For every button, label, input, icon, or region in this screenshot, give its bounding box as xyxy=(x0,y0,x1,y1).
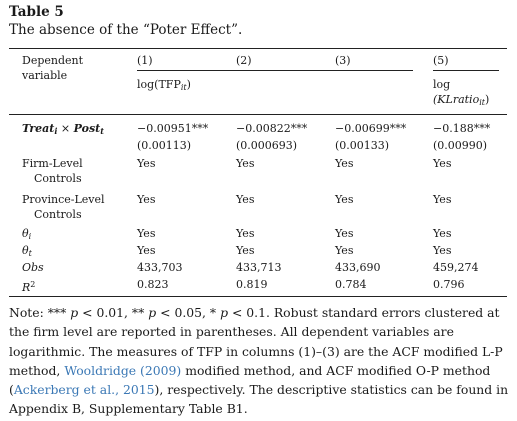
prov-c5: Yes xyxy=(433,193,452,206)
times-symbol: × xyxy=(57,122,74,135)
firm-c2: Yes xyxy=(236,157,255,170)
col5-label-line2: (KLratio xyxy=(433,93,480,106)
r2-sup: 2 xyxy=(30,280,36,289)
note-t6: ), respectively. The descriptive statist… xyxy=(9,382,509,417)
se-c1: (0.00113) xyxy=(137,139,192,152)
province-controls-line2: Controls xyxy=(34,208,82,221)
obs-c5: 459,274 xyxy=(433,261,479,274)
table-subtitle: The absence of the “Poter Effect”. xyxy=(9,22,243,38)
dependent-variable-header: Dependent variable xyxy=(22,53,83,83)
treat-c3: −0.00699*** xyxy=(335,122,407,135)
wooldridge-link[interactable]: Wooldridge (2009) xyxy=(64,362,182,378)
col2-header: (2) xyxy=(236,54,252,67)
prov-c1: Yes xyxy=(137,193,156,206)
theta-t-symbol: θ xyxy=(22,244,29,257)
col5-variable-label: log (KLratioit) xyxy=(433,77,489,110)
theta-i-c3: Yes xyxy=(335,227,354,240)
firm-controls-label: Firm-Level Controls xyxy=(22,156,83,186)
note-p2: p xyxy=(148,305,157,320)
obs-c2: 433,713 xyxy=(236,261,282,274)
col5-header-rule xyxy=(433,70,499,71)
theta-t-c3: Yes xyxy=(335,244,354,257)
group-header-rule xyxy=(137,70,413,71)
post-label: Post xyxy=(73,122,101,135)
treat-post-label: Treati × Postt xyxy=(22,121,104,139)
r2-c2: 0.819 xyxy=(236,278,268,291)
dep-var-line2: variable xyxy=(22,69,68,82)
theta-t-c2: Yes xyxy=(236,244,255,257)
province-controls-label: Province-Level Controls xyxy=(22,192,105,222)
province-controls-line1: Province-Level xyxy=(22,193,105,206)
note-t1: Note: *** xyxy=(9,305,71,320)
se-c3: (0.00133) xyxy=(335,139,390,152)
theta-t-c1: Yes xyxy=(137,244,156,257)
firm-c5: Yes xyxy=(433,157,452,170)
firm-c3: Yes xyxy=(335,157,354,170)
r2-c3: 0.784 xyxy=(335,278,367,291)
prov-c2: Yes xyxy=(236,193,255,206)
treat-label-sub: i xyxy=(54,126,58,136)
table-bottom-rule xyxy=(9,296,507,297)
prov-c3: Yes xyxy=(335,193,354,206)
tfp-label-close: ) xyxy=(186,78,191,91)
col5-header: (5) xyxy=(433,54,449,67)
r2-c1: 0.823 xyxy=(137,278,169,291)
obs-label: Obs xyxy=(22,261,44,274)
ackerberg-link[interactable]: Ackerberg et al., 2015 xyxy=(13,382,155,398)
table-title: Table 5 xyxy=(9,4,64,20)
theta-i-c5: Yes xyxy=(433,227,452,240)
theta-i-c2: Yes xyxy=(236,227,255,240)
r2-label: R2 xyxy=(22,277,35,295)
col5-label-sub: it xyxy=(479,98,485,107)
theta-i-label: θi xyxy=(22,226,31,244)
se-c2: (0.000693) xyxy=(236,139,298,152)
theta-i-symbol: θ xyxy=(22,227,29,240)
treat-c2: −0.00822*** xyxy=(236,122,308,135)
se-c5: (0.00990) xyxy=(433,139,488,152)
post-label-sub: t xyxy=(100,126,104,136)
firm-controls-line1: Firm-Level xyxy=(22,157,83,170)
note-t4: < 0.1. Robust standard errors clustered … xyxy=(9,305,503,378)
r2-symbol: R xyxy=(22,281,31,294)
r2-c5: 0.796 xyxy=(433,278,465,291)
col5-label-close: ) xyxy=(484,93,490,106)
firm-controls-line2: Controls xyxy=(34,172,82,185)
note-p1: p xyxy=(70,305,79,320)
table-note: Note: *** p < 0.01, ** p < 0.05, * p < 0… xyxy=(9,303,509,419)
tfp-label: log(TFP xyxy=(137,78,181,91)
top-rule xyxy=(9,48,507,49)
dep-var-line1: Dependent xyxy=(22,54,84,67)
treat-c1: −0.00951*** xyxy=(137,122,209,135)
col1-header: (1) xyxy=(137,54,153,67)
treat-c5: −0.188*** xyxy=(433,122,491,135)
treat-label: Treat xyxy=(22,122,55,135)
note-t3: < 0.05, * xyxy=(156,305,221,320)
note-t5: modified method, and ACF modified O-P me… xyxy=(9,362,491,398)
note-t2: < 0.01, ** xyxy=(78,305,149,320)
tfp-group-label: log(TFPit) xyxy=(137,77,191,95)
theta-i-sub: i xyxy=(28,232,32,241)
note-p3: p xyxy=(220,305,228,320)
obs-c1: 433,703 xyxy=(137,261,183,274)
firm-c1: Yes xyxy=(137,157,156,170)
header-bottom-rule xyxy=(9,114,507,115)
theta-t-sub: t xyxy=(28,249,32,258)
theta-i-c1: Yes xyxy=(137,227,156,240)
theta-t-c5: Yes xyxy=(433,244,452,257)
obs-c3: 433,690 xyxy=(335,261,381,274)
col5-label-line1: log xyxy=(433,78,451,91)
theta-t-label: θt xyxy=(22,243,32,261)
tfp-label-sub: it xyxy=(180,83,187,92)
col3-header: (3) xyxy=(335,54,351,67)
